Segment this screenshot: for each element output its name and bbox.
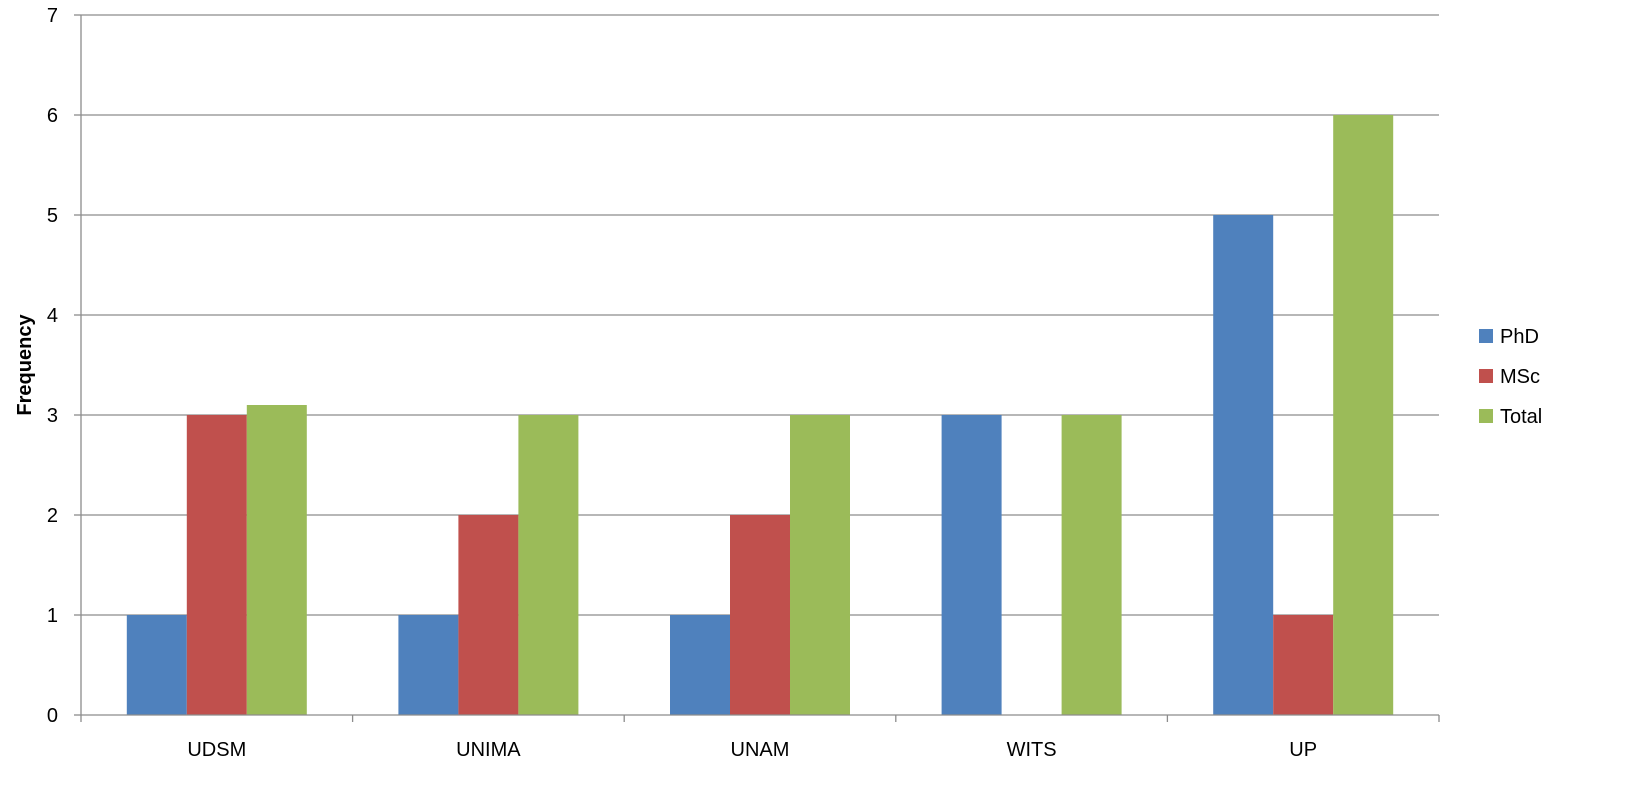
bar-total-up: [1333, 115, 1394, 715]
x-tick-label: UP: [1289, 739, 1317, 761]
legend-swatch-total: [1479, 409, 1493, 423]
bar-phd-udsm: [126, 615, 187, 715]
y-tick-labels: 0 1 2 3 4 5 6 7: [47, 5, 58, 727]
legend-label-total: Total: [1500, 406, 1542, 428]
x-tick-label: WITS: [1007, 739, 1057, 761]
bar-msc-udsm: [186, 415, 247, 715]
y-tick-label: 0: [47, 705, 58, 727]
bars: [126, 115, 1394, 715]
bar-phd-up: [1213, 215, 1274, 715]
bar-total-wits: [1061, 415, 1122, 715]
bar-total-unima: [518, 415, 579, 715]
legend-label-phd: PhD: [1500, 326, 1539, 348]
bar-total-udsm: [246, 405, 307, 715]
x-tick-labels: UDSM UNIMA UNAM WITS UP: [187, 739, 1317, 761]
y-tick-label: 1: [47, 605, 58, 627]
y-tick-label: 5: [47, 205, 58, 227]
y-tick-label: 3: [47, 405, 58, 427]
bar-msc-unam: [730, 515, 790, 715]
bar-msc-unima: [458, 515, 519, 715]
axes: [74, 14, 1440, 722]
bar-phd-wits: [941, 415, 1002, 715]
bar-phd-unam: [670, 615, 730, 715]
x-tick-label: UNAM: [731, 739, 790, 761]
x-tick-label: UDSM: [187, 739, 246, 761]
bar-msc-up: [1273, 615, 1334, 715]
legend-swatch-phd: [1479, 329, 1493, 343]
bar-phd-unima: [398, 615, 459, 715]
legend: PhD MSc Total: [1479, 326, 1542, 428]
legend-swatch-msc: [1479, 369, 1493, 383]
bar-total-unam: [790, 415, 850, 715]
legend-label-msc: MSc: [1500, 366, 1540, 388]
y-axis-label: Frequency: [14, 314, 36, 416]
x-tick-label: UNIMA: [456, 739, 521, 761]
gridlines: [81, 14, 1439, 616]
y-tick-label: 4: [47, 305, 58, 327]
y-tick-label: 2: [47, 505, 58, 527]
y-tick-label: 6: [47, 105, 58, 127]
y-tick-label: 7: [47, 5, 58, 27]
